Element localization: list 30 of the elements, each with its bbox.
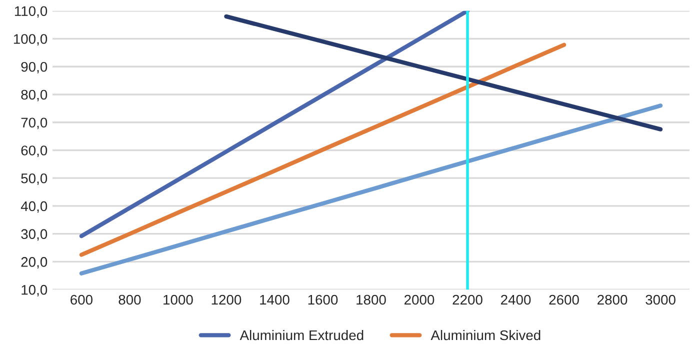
y-tick-label: 110,0	[14, 6, 48, 18]
line-series	[79, 10, 470, 238]
y-tick-label: 70,0	[21, 118, 48, 130]
x-tick-label: 2200	[452, 294, 482, 305]
legend-label: Aluminium Extruded	[240, 330, 364, 340]
x-tick-label: 1200	[212, 294, 242, 305]
line-series	[224, 14, 663, 132]
y-tick-label: 20,0	[21, 257, 48, 269]
y-tick-label: 90,0	[21, 62, 48, 74]
y-tick-label: 40,0	[20, 201, 48, 213]
x-tick-label: 1600	[308, 294, 338, 305]
x-tick-label: 1000	[164, 294, 193, 305]
y-tick-label: 80,0	[21, 90, 48, 102]
line-series	[79, 104, 663, 276]
legend-label: Aluminium Skived	[430, 330, 540, 340]
x-tick-label: 1400	[260, 294, 290, 305]
y-tick-label: 50,0	[21, 173, 48, 185]
line-series	[79, 42, 566, 257]
y-tick-label: 100,0	[14, 34, 48, 46]
y-tick-label: 60,0	[21, 146, 48, 158]
x-tick-label: 2600	[549, 294, 579, 305]
x-tick-label: 2400	[501, 294, 531, 305]
x-tick-label: 800	[118, 294, 141, 305]
x-tick-label: 1800	[356, 294, 386, 305]
y-tick-label: 10,0	[22, 284, 48, 296]
y-tick-label: 30,0	[21, 229, 48, 241]
x-tick-label: 2000	[404, 294, 434, 305]
x-tick-label: 2800	[598, 294, 628, 305]
x-tick-label: 3000	[646, 294, 676, 305]
x-tick-label: 600	[70, 294, 92, 305]
